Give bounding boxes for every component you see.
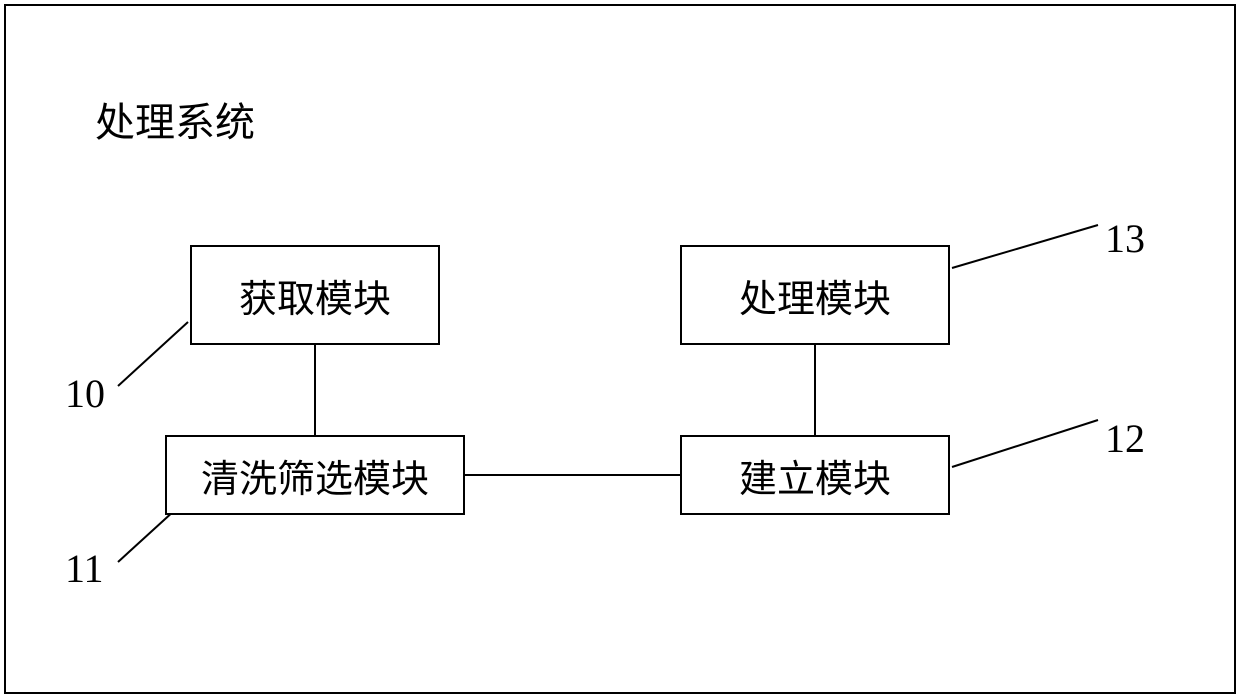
node-label: 建立模块 bbox=[739, 448, 891, 503]
ref-label-10: 10 bbox=[65, 370, 105, 417]
node-label: 清洗筛选模块 bbox=[201, 448, 429, 503]
node-n_process: 处理模块 bbox=[680, 245, 950, 345]
node-n_acquire: 获取模块 bbox=[190, 245, 440, 345]
ref-label-12: 12 bbox=[1105, 415, 1145, 462]
node-n_clean: 清洗筛选模块 bbox=[165, 435, 465, 515]
diagram-title: 处理系统 bbox=[95, 90, 255, 148]
node-label: 处理模块 bbox=[739, 268, 891, 323]
ref-label-11: 11 bbox=[65, 545, 104, 592]
node-label: 获取模块 bbox=[239, 268, 391, 323]
ref-label-13: 13 bbox=[1105, 215, 1145, 262]
node-n_build: 建立模块 bbox=[680, 435, 950, 515]
